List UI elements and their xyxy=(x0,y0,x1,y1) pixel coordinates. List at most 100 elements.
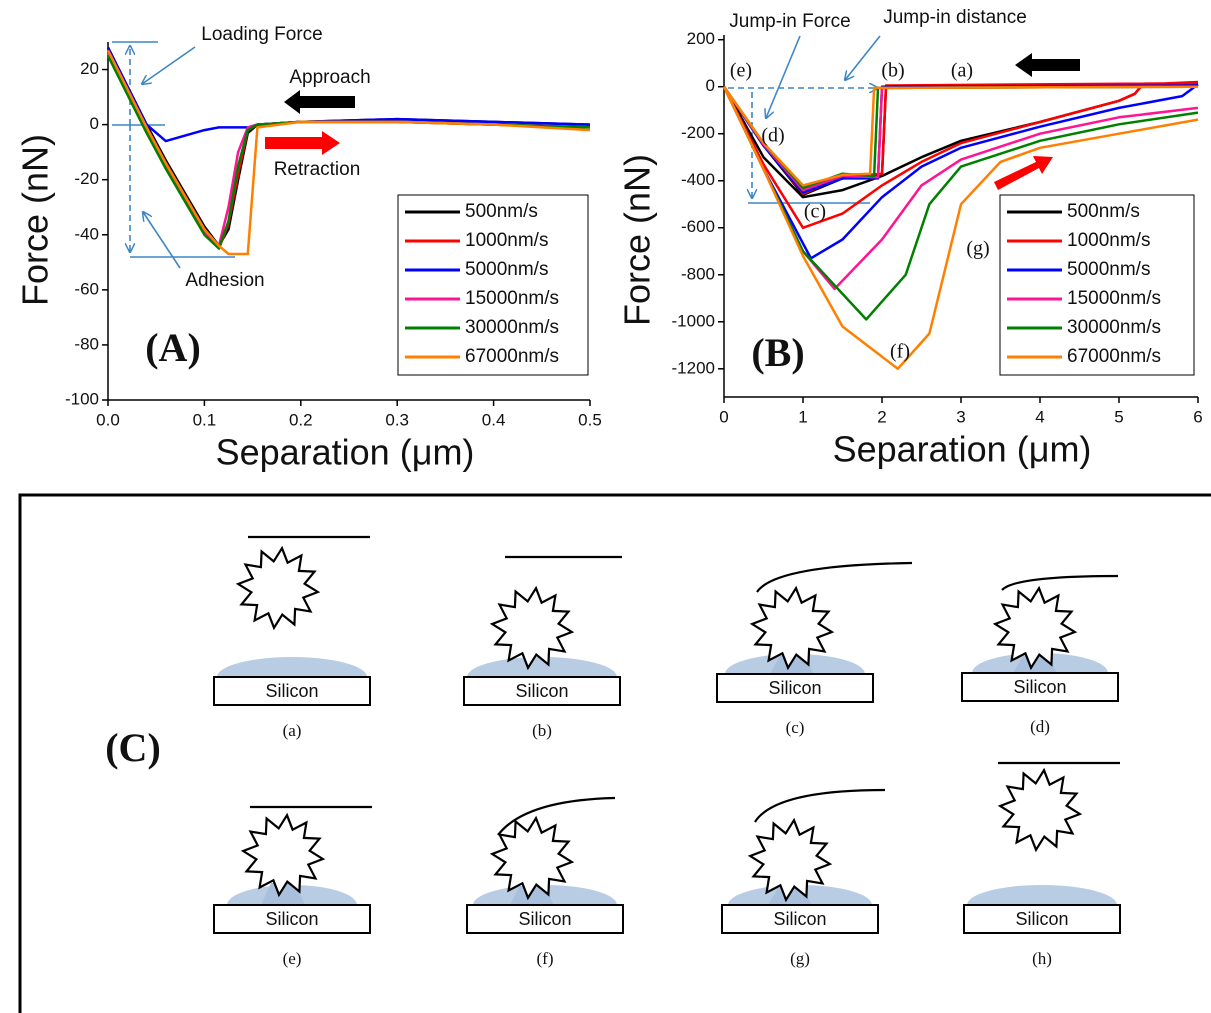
panel-sublabel: (b) xyxy=(532,721,552,740)
y-tick-label: 0 xyxy=(90,114,99,133)
substrate xyxy=(963,904,1121,934)
tip-particle xyxy=(747,817,833,903)
legend-label: 5000nm/s xyxy=(1067,259,1150,280)
panel-sublabel: (h) xyxy=(1032,949,1052,968)
panel-label: (A) xyxy=(145,325,201,370)
annotation: Loading Force xyxy=(201,24,322,45)
x-tick-label: 2 xyxy=(877,407,886,426)
x-axis-title: Separation (μm) xyxy=(216,432,475,473)
substrate-label: Silicon xyxy=(768,678,821,698)
y-tick-label: -60 xyxy=(74,279,99,298)
panel-sublabel: (e) xyxy=(283,949,302,968)
diagram-frame xyxy=(18,493,1211,1013)
annotation: (b) xyxy=(881,60,904,82)
x-tick-label: 1 xyxy=(798,407,807,426)
annotation: (g) xyxy=(966,238,989,260)
legend-label: 15000nm/s xyxy=(1067,288,1161,309)
substrate xyxy=(466,904,624,934)
y-tick-label: 0 xyxy=(706,76,715,95)
substrate-label: Silicon xyxy=(1013,677,1066,697)
x-tick-label: 0.3 xyxy=(385,410,409,429)
y-axis-title: Force (nN) xyxy=(617,154,658,326)
substrate-label: Silicon xyxy=(265,909,318,929)
legend-label: 67000nm/s xyxy=(1067,346,1161,367)
x-tick-label: 0.5 xyxy=(578,410,602,429)
annotation: Adhesion xyxy=(185,270,264,291)
substrate-label: Silicon xyxy=(518,909,571,929)
substrate xyxy=(721,904,879,934)
x-tick-label: 5 xyxy=(1114,407,1123,426)
annotation: Jump-in distance xyxy=(883,7,1027,28)
annotation: (c) xyxy=(804,201,826,223)
y-tick-label: -80 xyxy=(74,334,99,353)
annotation: Approach xyxy=(289,67,370,88)
diagram-label: (C) xyxy=(105,725,161,770)
x-tick-label: 3 xyxy=(956,407,965,426)
tip-particle xyxy=(240,812,326,898)
substrate xyxy=(213,676,371,706)
panel-sublabel: (g) xyxy=(790,949,810,968)
y-tick-label: -1000 xyxy=(672,311,715,330)
y-tick-label: -100 xyxy=(65,389,99,408)
y-axis-title: Force (nN) xyxy=(15,134,56,306)
legend-label: 15000nm/s xyxy=(465,288,559,309)
y-tick-label: -400 xyxy=(681,170,715,189)
y-tick-label: -40 xyxy=(74,224,99,243)
annotation: (a) xyxy=(951,60,973,82)
substrate-label: Silicon xyxy=(265,681,318,701)
legend-label: 1000nm/s xyxy=(1067,230,1150,251)
annotation: (f) xyxy=(890,341,910,363)
substrate xyxy=(961,672,1119,702)
cantilever xyxy=(497,796,616,836)
annotation: Retraction xyxy=(274,159,361,180)
annotation: (d) xyxy=(761,125,784,147)
panel-sublabel: (f) xyxy=(537,949,554,968)
tip-particle xyxy=(749,585,835,671)
cantilever xyxy=(1001,574,1119,591)
substrate-label: Silicon xyxy=(515,681,568,701)
y-tick-label: -200 xyxy=(681,123,715,142)
legend-label: 5000nm/s xyxy=(465,259,548,280)
tip-particle xyxy=(997,767,1083,853)
series-line xyxy=(106,46,591,143)
panel-sublabel: (c) xyxy=(786,718,805,737)
x-tick-label: 0.4 xyxy=(482,410,506,429)
panel-label: (B) xyxy=(751,330,804,375)
panel-sublabel: (d) xyxy=(1030,717,1050,736)
cantilever xyxy=(756,561,913,593)
y-tick-label: -800 xyxy=(681,264,715,283)
substrate-label: Silicon xyxy=(773,909,826,929)
x-axis-title: Separation (μm) xyxy=(833,429,1092,470)
legend-label: 500nm/s xyxy=(465,201,538,222)
series-line xyxy=(722,85,1199,371)
tip-particle xyxy=(235,545,321,631)
x-tick-label: 4 xyxy=(1035,407,1044,426)
y-tick-label: 20 xyxy=(80,59,99,78)
legend-label: 500nm/s xyxy=(1067,201,1140,222)
substrate xyxy=(463,676,621,706)
x-tick-label: 0.0 xyxy=(96,410,120,429)
series-line xyxy=(106,49,591,256)
cantilever xyxy=(754,788,886,823)
tip-particle xyxy=(489,585,575,671)
annotation: (e) xyxy=(730,60,752,82)
legend xyxy=(999,194,1195,376)
substrate xyxy=(716,673,874,703)
x-tick-label: 6 xyxy=(1193,407,1202,426)
y-tick-label: -600 xyxy=(681,217,715,236)
legend-label: 30000nm/s xyxy=(465,317,559,338)
x-tick-label: 0.1 xyxy=(193,410,217,429)
panel-sublabel: (a) xyxy=(283,721,302,740)
annotation-arrows-a xyxy=(112,41,355,269)
y-tick-label: -20 xyxy=(74,169,99,188)
x-tick-label: 0.2 xyxy=(289,410,313,429)
legend-label: 30000nm/s xyxy=(1067,317,1161,338)
y-tick-label: 200 xyxy=(687,29,715,48)
legend xyxy=(397,194,589,376)
tip-particle xyxy=(992,585,1078,671)
annotation: Jump-in Force xyxy=(729,11,850,32)
substrate xyxy=(213,904,371,934)
legend-label: 1000nm/s xyxy=(465,230,548,251)
x-tick-label: 0 xyxy=(719,407,728,426)
